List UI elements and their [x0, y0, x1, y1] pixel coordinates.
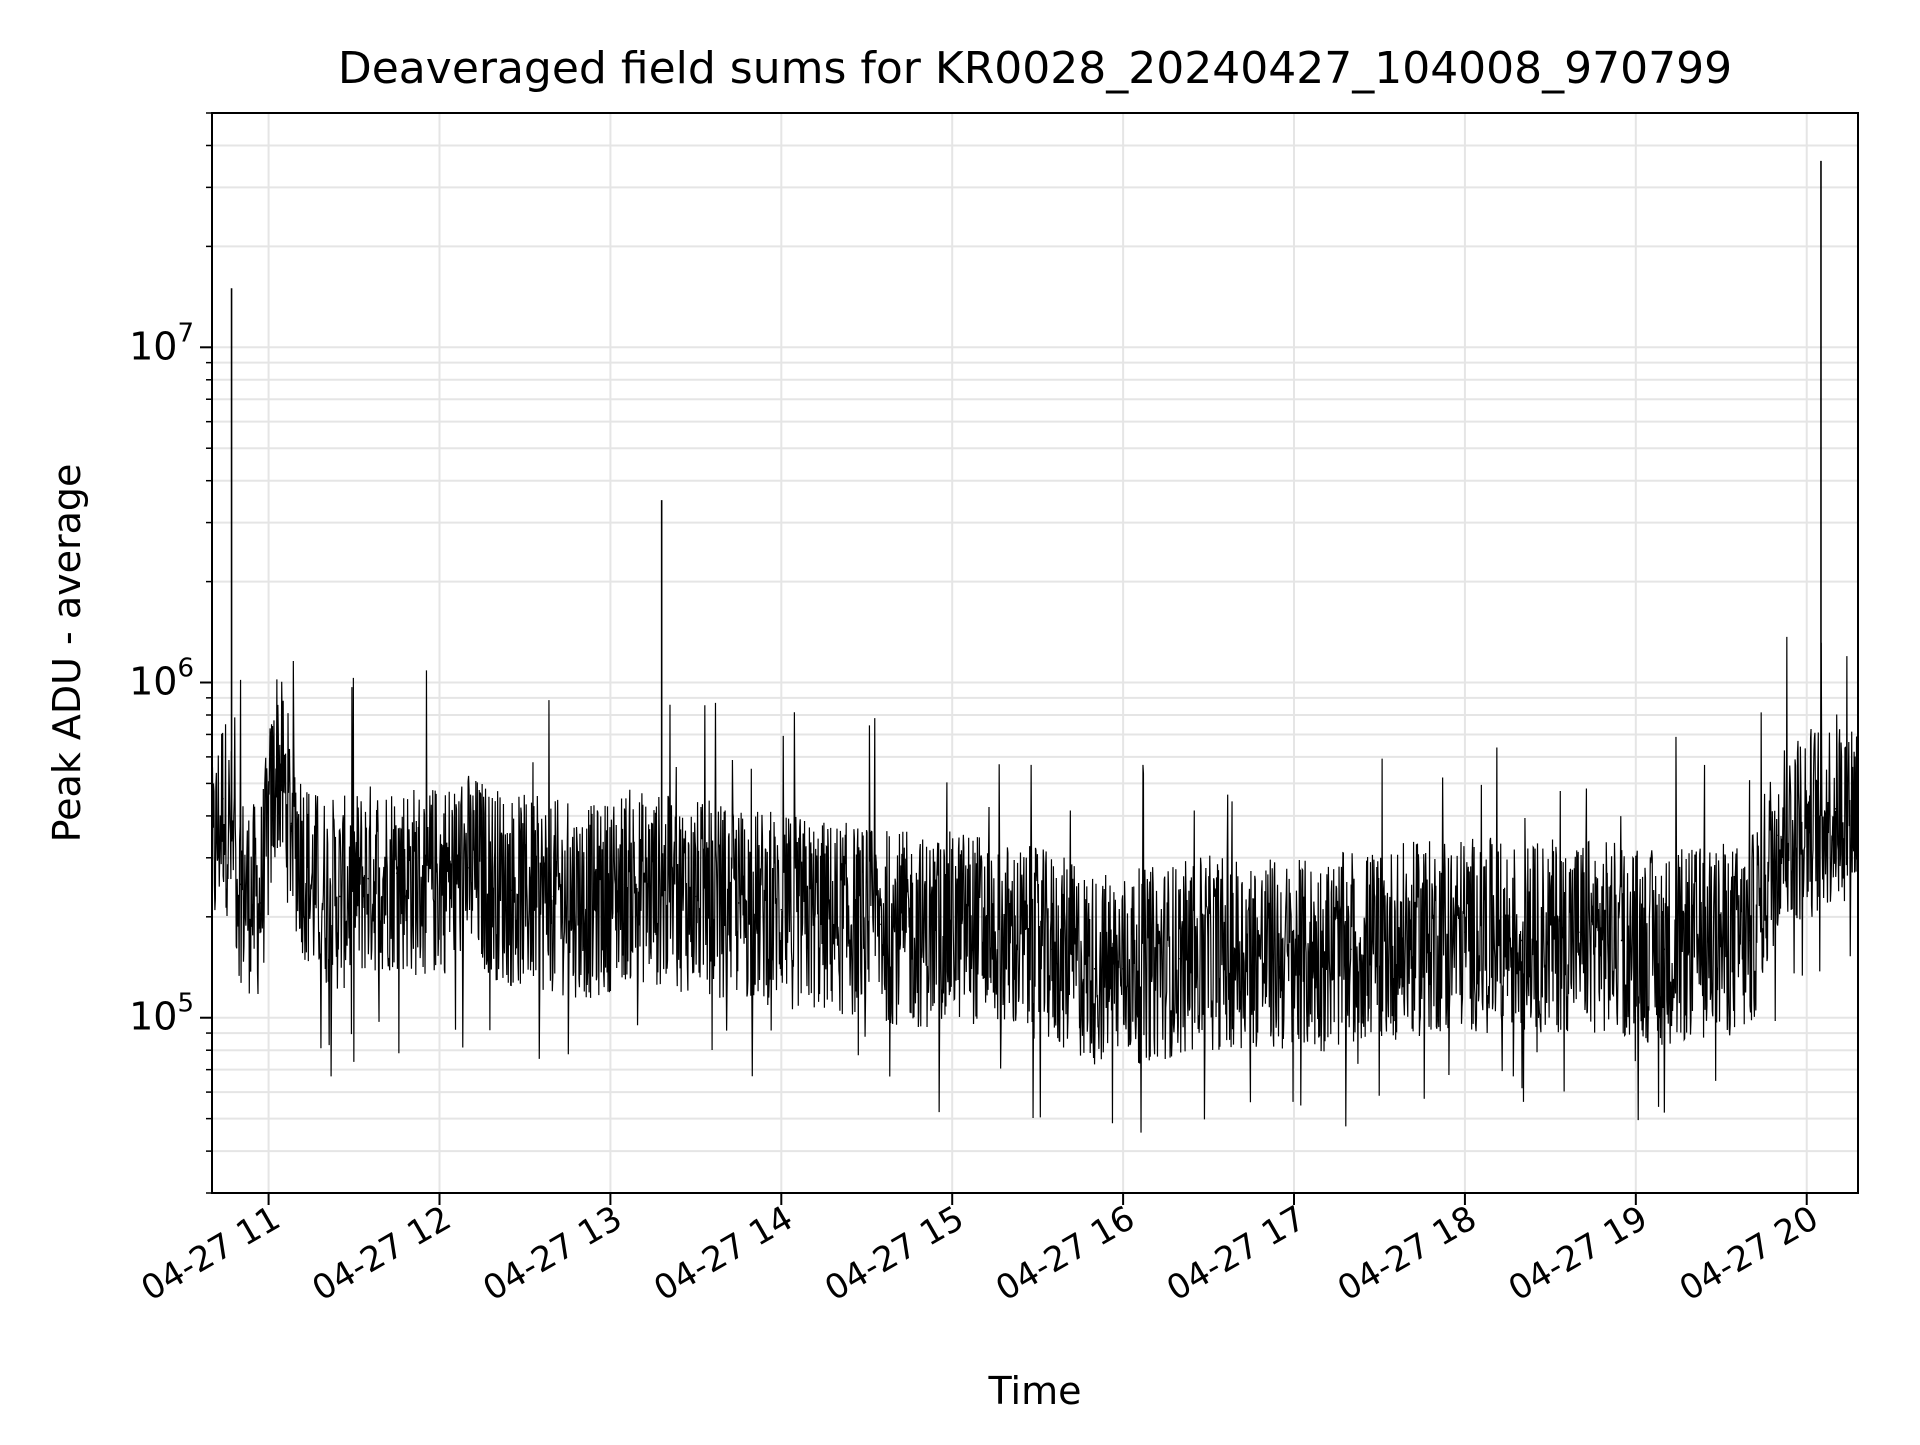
y-tick-label: 107 — [129, 318, 194, 368]
y-tick-label: 106 — [129, 654, 194, 704]
y-tick-base: 10 — [129, 995, 177, 1039]
series-layer — [211, 636, 1859, 1133]
y-tick-base: 10 — [129, 660, 177, 704]
y-tick-exp: 5 — [177, 989, 194, 1019]
chart-title: Deaveraged field sums for KR0028_2024042… — [338, 43, 1732, 94]
y-tick-exp: 6 — [177, 654, 194, 684]
data-point — [780, 908, 783, 911]
x-axis-label: Time — [988, 1369, 1082, 1413]
plot-frame — [211, 112, 1859, 1194]
y-tick-label: 105 — [129, 989, 194, 1039]
y-axis-label: Peak ADU - average — [45, 464, 89, 843]
series-trace — [211, 636, 1859, 1133]
y-tick-exp: 7 — [177, 318, 194, 348]
data-point — [338, 895, 341, 898]
y-tick-base: 10 — [129, 324, 177, 368]
